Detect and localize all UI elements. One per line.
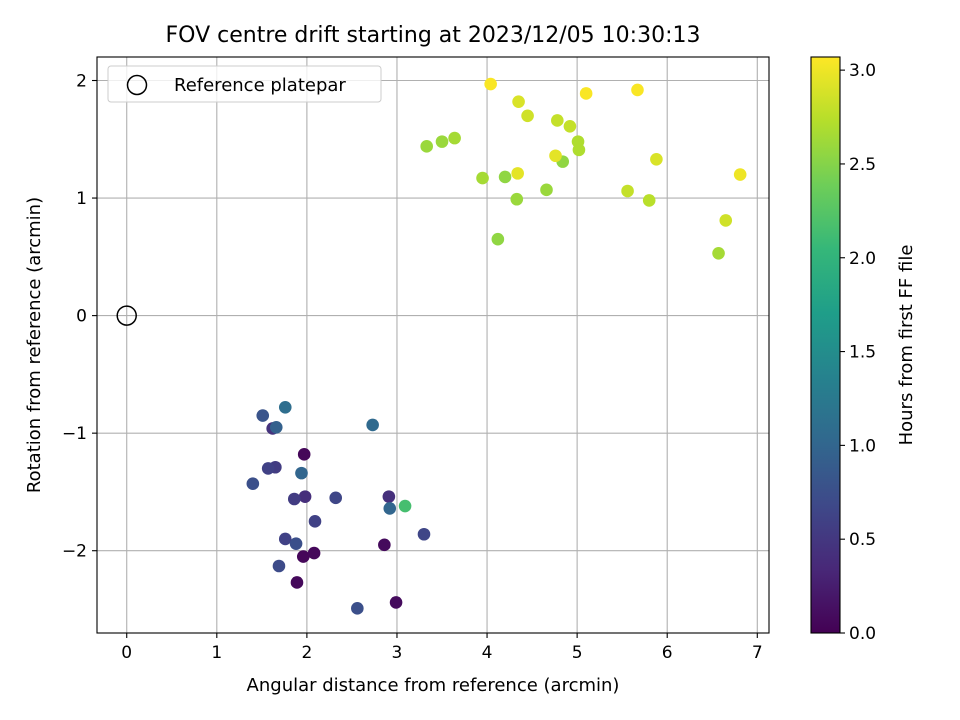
y-tick-label: 1 [76,189,87,209]
x-tick-label: 6 [662,643,673,663]
data-point [290,576,304,589]
data-point [383,502,397,515]
data-point [296,550,310,563]
data-point [621,184,634,198]
x-axis-ticks: 0 1 2 3 4 5 6 7 [121,633,763,663]
data-point [256,409,270,422]
y-tick-label: 2 [76,72,87,92]
reference-platepar-marker [116,305,137,326]
colorbar-tick-label: 3.0 [849,61,876,81]
data-point [389,596,403,609]
plot-frame [96,56,770,634]
data-point [712,247,725,260]
reference-marker [116,305,137,326]
colorbar-tick-label: 0.0 [849,624,876,644]
data-point [510,192,524,206]
data-point [278,532,292,546]
colorbar-ticks: 0.0 0.5 1.0 1.5 2.0 2.5 3.0 [840,61,876,644]
data-point [308,515,322,528]
x-tick-label: 2 [301,643,312,663]
data-point [329,491,343,505]
colorbar-frame [810,56,841,634]
data-point [719,214,733,227]
colorbar-tick-label: 2.0 [849,249,876,269]
data-point [298,490,312,503]
x-axis-label: Angular distance from reference (arcmin) [247,675,620,696]
x-tick-label: 4 [482,643,493,663]
data-point [540,183,553,197]
y-axis-ticks: −2 −1 0 1 2 [62,72,97,562]
data-point [551,114,564,127]
data-point [417,527,431,541]
data-point [476,171,489,185]
data-point [484,77,497,91]
data-point [435,135,449,148]
data-point [572,143,586,157]
data-point [521,109,534,123]
data-point [511,167,524,180]
data-point [366,418,379,432]
data-point [297,448,311,461]
data-point [398,499,412,513]
legend: Reference platepar [107,65,382,103]
grid-lines [97,57,769,633]
x-tick-label: 1 [211,643,222,663]
x-tick-label: 5 [572,643,583,663]
data-point [272,559,286,573]
data-point [246,477,260,491]
data-point [549,149,562,163]
x-tick-label: 3 [392,643,403,663]
data-point [307,546,321,560]
data-point [261,462,275,475]
data-point [650,152,663,166]
colorbar-tick-label: 0.5 [849,530,876,550]
data-point [563,120,577,133]
data-point [420,140,433,153]
colorbar-tick-label: 1.5 [849,343,876,363]
data-point [448,131,461,145]
data-point [278,401,292,414]
data-point [269,420,283,434]
data-points [246,77,747,615]
data-point [642,194,656,207]
y-tick-label: −2 [62,542,87,562]
data-point [287,492,301,506]
data-point [631,83,644,97]
data-point [378,538,391,552]
colorbar-tick-label: 1.0 [849,436,876,456]
legend-label-reference: Reference platepar [174,75,346,96]
y-tick-label: −1 [62,424,87,444]
data-point [351,602,364,615]
data-point [491,232,505,246]
legend-box [107,65,382,103]
data-point [498,170,512,184]
data-point [289,537,303,550]
y-axis-label: Rotation from reference (arcmin) [24,197,45,493]
data-point [295,466,308,480]
data-point [512,95,525,108]
data-point [579,87,593,100]
y-tick-label: 0 [76,307,87,327]
colorbar [811,57,840,633]
colorbar-tick-label: 2.5 [849,155,876,175]
x-tick-label: 7 [752,643,763,663]
data-point [382,490,396,503]
x-tick-label: 0 [121,643,132,663]
legend-marker-reference [126,74,148,96]
colorbar-label: Hours from first FF file [896,245,917,446]
data-point [733,168,747,181]
chart-title: FOV centre drift starting at 2023/12/05 … [166,23,701,48]
